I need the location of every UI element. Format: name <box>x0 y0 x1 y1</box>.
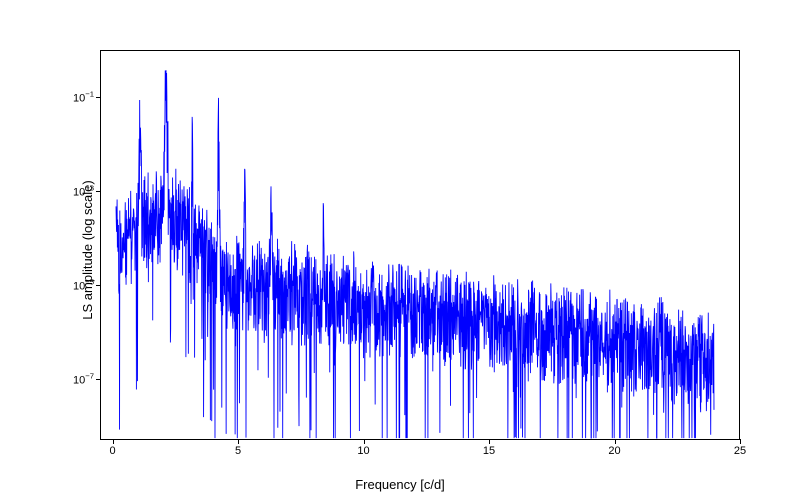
plot-svg <box>101 51 739 439</box>
x-tick-mark <box>489 439 490 444</box>
x-tick-label: 25 <box>734 445 746 457</box>
x-tick-label: 15 <box>483 445 495 457</box>
x-tick-label: 20 <box>608 445 620 457</box>
y-tick-mark <box>96 379 101 380</box>
plot-area <box>100 50 740 440</box>
x-tick-label: 5 <box>235 445 241 457</box>
y-axis-label: LS amplitude (log scale) <box>80 180 95 319</box>
y-tick-label: 10−7 <box>73 372 94 387</box>
y-tick-mark <box>96 285 101 286</box>
x-tick-mark <box>364 439 365 444</box>
y-tick-mark <box>96 97 101 98</box>
y-tick-label: 10−5 <box>73 278 94 293</box>
y-tick-label: 10−1 <box>73 90 94 105</box>
x-tick-mark <box>238 439 239 444</box>
spectrum-line <box>116 70 714 438</box>
x-tick-mark <box>615 439 616 444</box>
x-tick-label: 0 <box>109 445 115 457</box>
x-tick-mark <box>113 439 114 444</box>
y-tick-mark <box>96 191 101 192</box>
x-axis-label: Frequency [c/d] <box>355 477 445 492</box>
periodogram-chart: LS amplitude (log scale) Frequency [c/d]… <box>0 0 800 500</box>
x-tick-label: 10 <box>357 445 369 457</box>
x-tick-mark <box>740 439 741 444</box>
y-tick-label: 10−3 <box>73 184 94 199</box>
